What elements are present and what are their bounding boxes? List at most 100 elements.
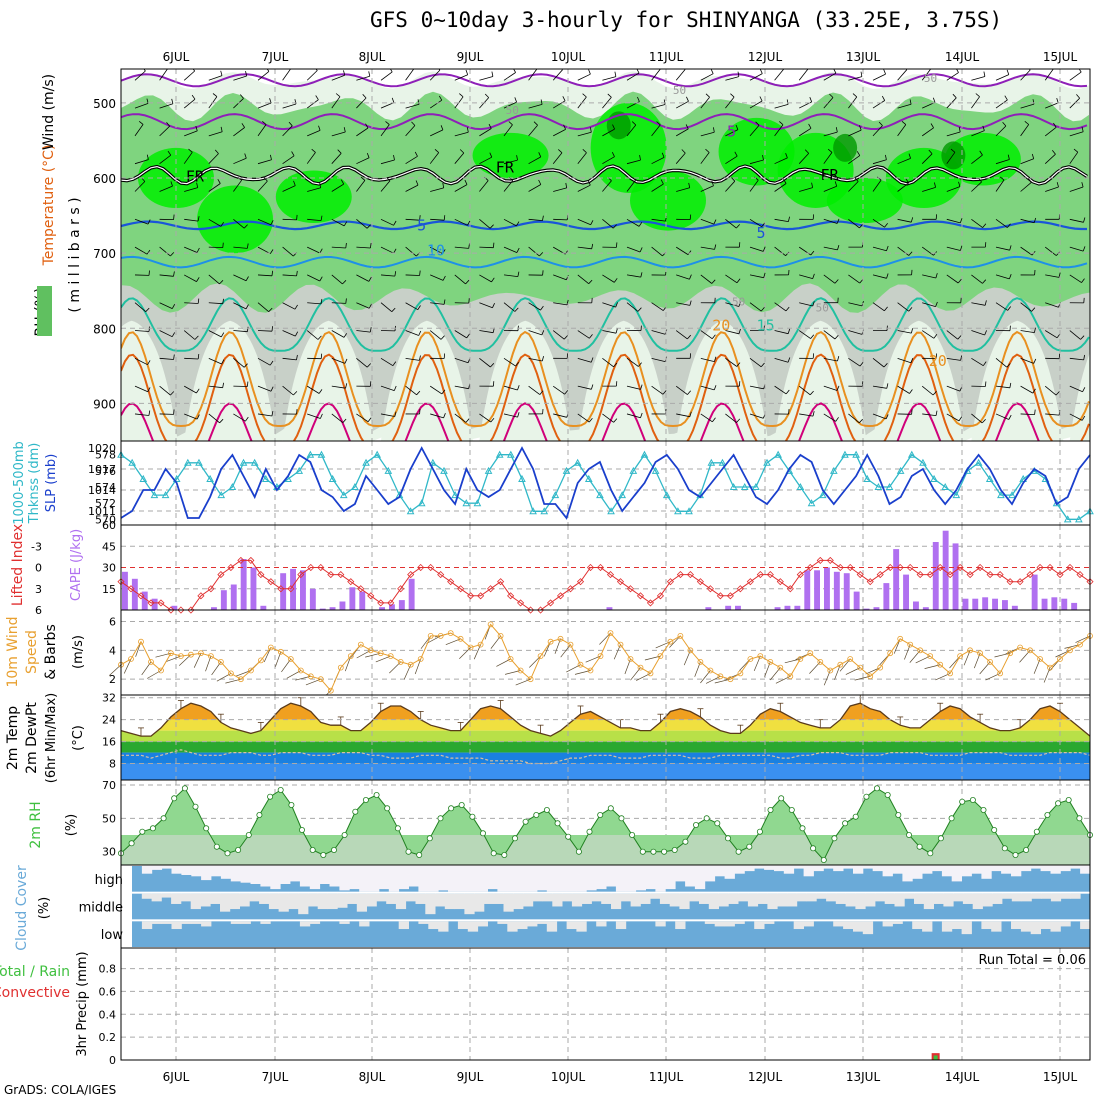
- wind-barb-tick: [295, 331, 299, 337]
- thickness-point: [774, 450, 782, 458]
- lifted-point: [1006, 578, 1014, 586]
- cloud-bar: [714, 921, 725, 927]
- wind-barb-tick: [247, 326, 249, 332]
- cape-bar: [319, 608, 326, 610]
- lifted-point: [846, 563, 854, 572]
- cloud-bar: [240, 921, 251, 924]
- wind10m-point: [337, 664, 344, 671]
- lifted-point: [527, 606, 535, 614]
- wind-barb: [749, 274, 764, 279]
- wind-barb-tick: [413, 69, 414, 70]
- lifted-point: [956, 563, 964, 572]
- wind-barb: [454, 218, 468, 226]
- contour-label: 20: [712, 317, 730, 335]
- cloud-bar: [171, 921, 182, 930]
- cape-bar: [942, 530, 949, 610]
- cloud-bar: [734, 921, 745, 924]
- cloud-bar: [823, 866, 834, 869]
- wind-barb-tick: [558, 149, 563, 154]
- x-tick-label-top: 6JUL: [163, 50, 190, 64]
- wind-barb-tick: [173, 271, 175, 277]
- lifted-point: [377, 599, 385, 607]
- wind-barb-tick: [170, 252, 175, 257]
- wind10m-point: [807, 650, 814, 657]
- rh2m-point: [671, 847, 678, 854]
- wind-barb: [429, 385, 443, 395]
- wind-barb: [257, 71, 270, 81]
- cloud-bar: [665, 866, 676, 890]
- wind-barb: [626, 124, 637, 137]
- wind-barb-tick: [197, 298, 200, 304]
- cloud-bar: [337, 893, 348, 908]
- wind-barb: [405, 155, 418, 165]
- wind-barb-tick: [516, 155, 518, 161]
- wind-barb: [552, 100, 566, 109]
- wind-barb-tick: [345, 383, 348, 389]
- wind-barb: [331, 96, 341, 109]
- wind10m-point: [247, 667, 254, 674]
- wind-barb: [208, 131, 223, 137]
- wind-barb-tick: [343, 333, 348, 338]
- x-tick-label-top: 8JUL: [359, 50, 386, 64]
- wind-barb-tick: [785, 153, 788, 159]
- cloud-bar: [190, 893, 201, 910]
- x-tick-label-bottom: 14JUL: [945, 1070, 980, 1084]
- cloud-bar: [151, 893, 162, 902]
- wind-barb-tick: [854, 177, 859, 182]
- wind-barb: [479, 76, 494, 81]
- contour-label: FR: [821, 166, 840, 184]
- ylabel-temp2m: 2m Temp: [5, 706, 21, 770]
- wind-barb: [430, 218, 445, 221]
- rh-cell-high: [197, 185, 274, 254]
- wind-barb-tick: [317, 335, 322, 340]
- thickness-point: [607, 507, 615, 515]
- wind-barb: [208, 385, 223, 389]
- wind-barb: [282, 385, 294, 396]
- wind-barb: [503, 124, 513, 137]
- wind-barb-tick: [763, 272, 766, 278]
- wind-barb-tick: [1051, 150, 1056, 155]
- cloud-bar: [813, 866, 824, 872]
- wind-barb-tick: [982, 279, 987, 284]
- wind-barb-tick: [759, 69, 763, 74]
- wind-barb: [307, 130, 321, 137]
- wind-barb-tick: [320, 413, 323, 419]
- wind-barb-tick: [196, 277, 200, 282]
- lifted-point: [656, 592, 665, 600]
- wind-barb: [430, 187, 444, 192]
- wind-barb-tick: [613, 362, 618, 368]
- thickness-point: [451, 491, 459, 499]
- rh2m-point: [735, 848, 742, 855]
- wind-barb-tick: [393, 385, 397, 391]
- wind-barb-tick: [370, 243, 372, 249]
- rh2m-point: [288, 802, 295, 809]
- wind-barb-tick: [783, 178, 787, 184]
- wind-barb-tick: [607, 93, 612, 98]
- wind-barb-tick: [468, 298, 470, 304]
- wind-barb-tick: [886, 273, 889, 279]
- wind-barb-tick: [631, 176, 636, 181]
- cape-bar: [1051, 597, 1058, 611]
- x-tick-label-top: 15JUL: [1043, 50, 1078, 64]
- wind-barb: [848, 76, 863, 81]
- wind-barb: [577, 218, 591, 226]
- wind-barb: [380, 413, 395, 417]
- wind-barb-tick: [909, 99, 912, 105]
- lifted-point: [437, 571, 445, 579]
- cloud-bar: [477, 866, 488, 892]
- lifted-point: [247, 556, 255, 564]
- wind-barb: [233, 218, 245, 229]
- wind-barb-tick: [344, 358, 348, 364]
- wind-barb: [774, 357, 789, 363]
- cloud-bar: [1050, 866, 1061, 874]
- lifted-point: [976, 563, 984, 572]
- wind-barb: [897, 385, 910, 394]
- rh2m-point: [788, 807, 795, 814]
- wind10m-point: [497, 633, 504, 639]
- lifted-point: [756, 571, 764, 579]
- wind-barb: [774, 157, 788, 165]
- rh2m-point: [746, 843, 753, 850]
- cape-bar: [171, 605, 178, 611]
- lifted-point: [566, 585, 575, 593]
- wind-barb: [1020, 124, 1030, 137]
